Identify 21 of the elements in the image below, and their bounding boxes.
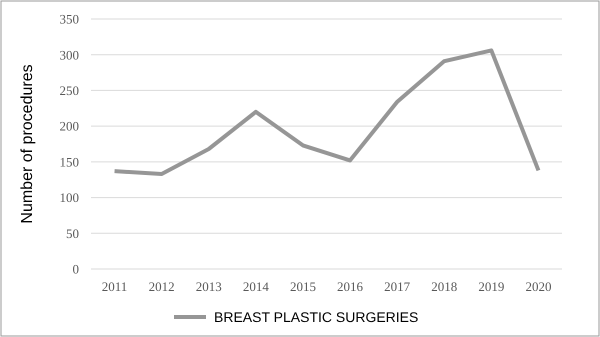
x-tick-label: 2017 <box>384 279 411 294</box>
x-tick-label: 2018 <box>431 279 458 294</box>
x-tick-label: 2020 <box>525 279 552 294</box>
y-tick-label: 0 <box>72 262 79 277</box>
x-tick-label: 2013 <box>196 279 222 294</box>
y-tick-label: 350 <box>60 12 79 27</box>
y-axis-title: Number of procedures <box>19 64 36 224</box>
y-tick-label: 150 <box>60 154 79 170</box>
x-tick-label: 2016 <box>337 279 364 294</box>
x-tick-label: 2012 <box>148 279 175 294</box>
x-tick-label: 2014 <box>242 279 270 294</box>
y-tick-label: 50 <box>66 226 79 241</box>
legend-label: BREAST PLASTIC SURGERIES <box>214 308 418 325</box>
y-tick-label: 300 <box>60 47 79 62</box>
y-tick-label: 100 <box>60 190 79 206</box>
y-tick-label: 200 <box>60 118 79 134</box>
x-tick-label: 2015 <box>290 279 316 294</box>
x-tick-label: 2019 <box>478 279 504 294</box>
line-series <box>112 48 540 176</box>
x-tick-label: 2011 <box>102 279 128 294</box>
y-tick-label: 250 <box>60 82 79 98</box>
